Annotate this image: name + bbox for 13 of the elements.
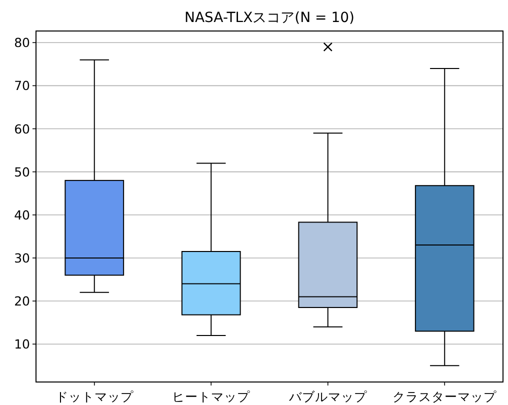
x-tick-label: ヒートマップ xyxy=(172,389,252,404)
y-tick-label: 50 xyxy=(14,164,30,180)
y-tick-label: 60 xyxy=(14,121,30,136)
y-tick-label: 70 xyxy=(14,78,30,94)
x-tick-label: クラスターマップ xyxy=(392,389,498,404)
chart-title: NASA-TLXスコア(N = 10) xyxy=(184,10,355,26)
y-tick-label: 80 xyxy=(14,35,30,50)
x-tick-label: バブルマップ xyxy=(288,389,368,404)
y-tick-label: 30 xyxy=(14,250,30,266)
y-tick-label: 10 xyxy=(14,336,30,352)
x-tick-label: ドットマップ xyxy=(55,389,134,404)
y-tick-label: 40 xyxy=(14,207,30,222)
y-tick-label: 20 xyxy=(14,294,30,309)
